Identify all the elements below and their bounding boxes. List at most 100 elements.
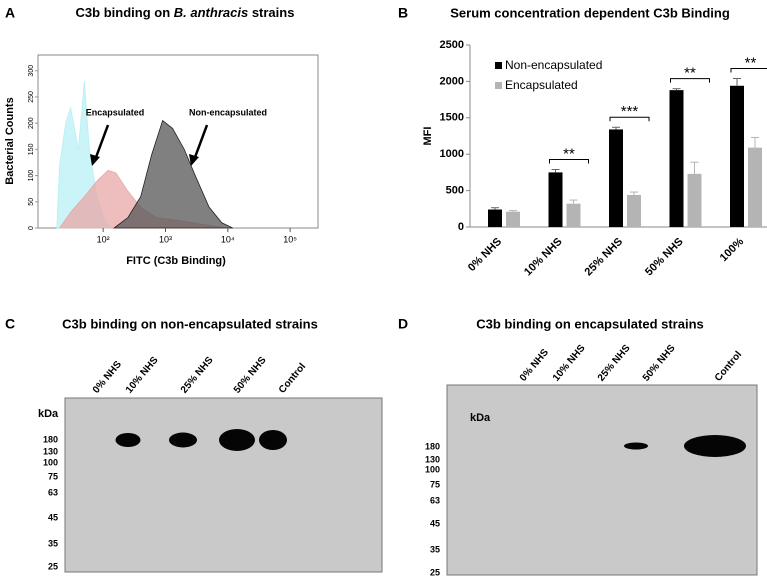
y-tick-label: 2000 (440, 75, 464, 87)
lane-label: 0% NHS (518, 347, 551, 384)
marker-label: 63 (430, 495, 440, 505)
histogram-area (112, 119, 233, 229)
arrow-head (189, 154, 199, 166)
bar (627, 194, 641, 227)
bar (748, 147, 762, 227)
marker-label: 35 (430, 544, 440, 554)
blot-band (219, 429, 255, 451)
blot-membrane (64, 397, 383, 573)
y-tick-label: 300 (28, 65, 35, 77)
blot-band (624, 442, 648, 450)
panel-letter: C (5, 316, 15, 332)
x-tick-label: 0% NHS (466, 236, 504, 274)
bar (566, 203, 581, 227)
panel-letter: A (5, 5, 15, 21)
x-tick-label: 100% (718, 236, 747, 265)
blot-membrane (446, 384, 758, 576)
y-tick-label: 0 (458, 221, 464, 233)
y-axis-label: Bacterial Counts (4, 97, 16, 184)
significance-label: ** (684, 65, 696, 82)
x-tick-label: 10% NHS (522, 236, 565, 279)
marker-label: 130 (425, 454, 440, 464)
lane-label: 10% NHS (124, 355, 161, 396)
blot-band (169, 432, 197, 448)
chart-title: Serum concentration dependent C3b Bindin… (450, 5, 730, 20)
y-tick-label: 150 (28, 143, 35, 155)
significance-label: *** (621, 103, 639, 120)
chart-title: C3b binding on B. anthracis strains (76, 5, 295, 20)
bar (506, 211, 520, 227)
y-tick-label: 200 (28, 117, 35, 129)
marker-label: 75 (430, 479, 440, 489)
annotation: Encapsulated (86, 107, 145, 117)
lane-label: 50% NHS (232, 355, 269, 396)
arrow-head (90, 154, 100, 166)
x-tick-label: 10⁵ (283, 234, 297, 244)
y-tick-label: 100 (28, 170, 35, 182)
x-tick-label: 50% NHS (643, 236, 686, 279)
bar (609, 129, 623, 227)
marker-label: 25 (430, 567, 440, 577)
x-axis-label: FITC (C3b Binding) (126, 255, 226, 267)
y-tick-label: 250 (28, 91, 35, 103)
y-tick-label: 2500 (440, 39, 464, 51)
title-part: strains (252, 5, 295, 20)
lane-label: 10% NHS (551, 343, 588, 384)
marker-label: 45 (48, 512, 58, 522)
significance-bracket (549, 158, 589, 164)
legend-label: Encapsulated (505, 78, 578, 92)
marker-label: 25 (48, 561, 58, 571)
title-part: B. anthracis (174, 5, 248, 20)
marker-unit: kDa (38, 408, 59, 420)
marker-label: 180 (43, 434, 58, 444)
lane-label: 25% NHS (179, 355, 216, 396)
y-tick-label: 1500 (440, 112, 464, 124)
blot-band (115, 433, 141, 447)
title-part: C3b binding on (76, 5, 171, 20)
marker-unit: kDa (470, 412, 491, 424)
lane-label: 50% NHS (641, 343, 678, 384)
marker-label: 180 (425, 441, 440, 451)
marker-label: 63 (48, 487, 58, 497)
lane-label: 0% NHS (91, 359, 124, 396)
panel-letter: B (398, 5, 408, 21)
arrow (93, 124, 110, 161)
annotation: Non-encapsulated (189, 107, 267, 117)
x-tick-label: 25% NHS (583, 236, 626, 279)
x-tick-label: 10⁴ (221, 234, 235, 244)
marker-label: 100 (43, 457, 58, 467)
marker-label: 100 (425, 464, 440, 474)
bar (669, 90, 684, 227)
bar (687, 173, 702, 227)
marker-label: 35 (48, 538, 58, 548)
legend-label: Non-encapsulated (505, 58, 602, 72)
bar (488, 209, 502, 227)
lane-label: 25% NHS (596, 343, 633, 384)
y-tick-label: 0 (28, 226, 35, 230)
blot-band (684, 435, 746, 457)
legend-swatch (495, 82, 502, 89)
lane-label: Control (277, 361, 308, 395)
significance-bracket (609, 116, 650, 122)
legend-swatch (495, 62, 502, 69)
blot-title: C3b binding on encapsulated strains (476, 316, 704, 331)
arrow (192, 124, 209, 161)
x-tick-label: 10² (97, 234, 110, 244)
panel-letter: D (398, 316, 408, 332)
y-tick-label: 1000 (440, 148, 464, 160)
marker-label: 130 (43, 446, 58, 456)
marker-label: 45 (430, 518, 440, 528)
bar (730, 85, 744, 227)
blot-title: C3b binding on non-encapsulated strains (62, 316, 318, 331)
blot-band (259, 430, 287, 450)
bar (548, 172, 563, 227)
significance-bracket (730, 67, 767, 73)
significance-label: ** (745, 54, 757, 71)
significance-bracket (670, 78, 710, 83)
lane-label: Control (713, 349, 744, 383)
y-tick-label: 50 (28, 198, 35, 206)
marker-label: 75 (48, 471, 58, 481)
x-tick-label: 10³ (159, 234, 172, 244)
